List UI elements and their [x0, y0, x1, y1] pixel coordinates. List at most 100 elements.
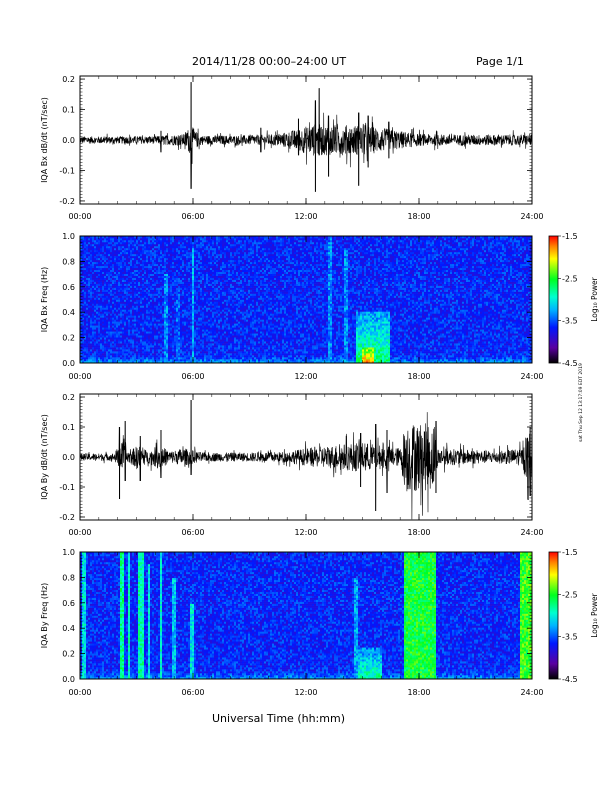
heatmap-cell — [130, 339, 133, 342]
heatmap-cell — [134, 331, 137, 334]
heatmap-cell — [220, 287, 223, 290]
heatmap-cell — [224, 355, 227, 358]
heatmap-cell — [198, 321, 201, 324]
heatmap-cell — [186, 357, 189, 360]
heatmap-cell — [158, 355, 161, 358]
heatmap-cell — [174, 313, 177, 316]
heatmap-cell — [120, 289, 123, 292]
heatmap-cell — [86, 311, 89, 314]
heatmap-cell — [200, 355, 203, 358]
heatmap-cell — [184, 263, 187, 267]
heatmap-cell — [120, 245, 123, 249]
heatmap-cell — [194, 269, 197, 273]
heatmap-cell — [116, 309, 119, 312]
heatmap-cell — [150, 236, 153, 239]
heatmap-cell — [150, 349, 153, 352]
heatmap-cell — [164, 317, 167, 320]
heatmap-cell — [204, 271, 207, 274]
heatmap-cell — [198, 327, 201, 330]
heatmap-cell — [158, 269, 161, 273]
heatmap-cell — [86, 285, 89, 288]
heatmap-cell — [104, 275, 107, 278]
heatmap-cell — [140, 251, 143, 255]
heatmap-cell — [168, 317, 171, 320]
heatmap-cell — [222, 305, 225, 308]
heatmap-cell — [122, 287, 125, 290]
heatmap-cell — [160, 327, 163, 330]
heatmap-cell — [194, 257, 197, 261]
heatmap-cell — [124, 275, 127, 278]
heatmap-cell — [146, 277, 149, 280]
heatmap-cell — [140, 301, 143, 304]
heatmap-cell — [204, 327, 207, 330]
heatmap-cell — [184, 241, 187, 245]
heatmap-cell — [134, 249, 137, 253]
heatmap-cell — [134, 355, 137, 358]
heatmap-cell — [226, 283, 229, 286]
heatmap-cell — [132, 237, 135, 241]
heatmap-cell — [214, 307, 217, 310]
heatmap-cell — [196, 349, 199, 352]
heatmap-cell — [138, 289, 141, 292]
heatmap-cell — [108, 247, 111, 251]
heatmap-cell — [204, 259, 207, 263]
heatmap-cell — [88, 349, 91, 352]
heatmap-cell — [220, 321, 223, 324]
heatmap-cell — [226, 351, 229, 354]
heatmap-cell — [218, 313, 221, 316]
heatmap-cell — [102, 289, 105, 292]
heatmap-cell — [140, 355, 143, 358]
heatmap-cell — [196, 277, 199, 280]
heatmap-cell — [202, 257, 205, 261]
heatmap-cell — [120, 265, 123, 269]
heatmap-cell — [94, 241, 97, 245]
heatmap-cell — [202, 335, 205, 338]
heatmap-cell — [126, 345, 129, 348]
heatmap-cell — [100, 281, 103, 284]
heatmap-cell — [118, 269, 121, 273]
heatmap-cell — [86, 335, 89, 338]
heatmap-cell — [196, 293, 199, 296]
heatmap-cell — [80, 353, 83, 356]
heatmap-cell — [186, 317, 189, 320]
heatmap-cell — [222, 359, 225, 362]
heatmap-cell — [228, 333, 231, 336]
heatmap-cell — [104, 299, 107, 302]
heatmap-cell — [130, 317, 133, 320]
heatmap-cell — [142, 265, 145, 269]
heatmap-cell — [118, 257, 121, 261]
heatmap-cell — [152, 271, 155, 274]
heatmap-cell — [100, 257, 103, 261]
heatmap-cell — [198, 247, 201, 251]
heatmap-cell — [178, 236, 181, 239]
heatmap-cell — [180, 321, 183, 324]
heatmap-cell — [174, 267, 177, 271]
heatmap-cell — [154, 351, 157, 354]
heatmap-cell — [146, 349, 149, 352]
heatmap-cell — [94, 291, 97, 294]
heatmap-cell — [102, 275, 105, 278]
heatmap-cell — [176, 247, 179, 251]
heatmap-cell — [154, 319, 157, 322]
heatmap-cell — [94, 313, 97, 316]
heatmap-cell — [120, 309, 123, 312]
heatmap-cell — [132, 253, 135, 257]
heatmap-cell — [166, 297, 169, 300]
heatmap-cell — [122, 305, 125, 308]
heatmap-cell — [184, 335, 187, 338]
heatmap-cell — [144, 253, 147, 257]
heatmap-cell — [134, 317, 137, 320]
heatmap-cell — [122, 301, 125, 304]
heatmap-cell — [192, 259, 195, 263]
heatmap-cell — [178, 333, 181, 336]
heatmap-cell — [214, 265, 217, 269]
heatmap-cell — [142, 245, 145, 249]
heatmap-cell — [170, 345, 173, 348]
heatmap-cell — [164, 325, 167, 328]
heatmap-cell — [178, 275, 181, 278]
heatmap-cell — [112, 251, 115, 255]
heatmap-cell — [98, 281, 101, 284]
heatmap-cell — [88, 291, 91, 294]
heatmap-cell — [210, 321, 213, 324]
heatmap-cell — [112, 349, 115, 352]
